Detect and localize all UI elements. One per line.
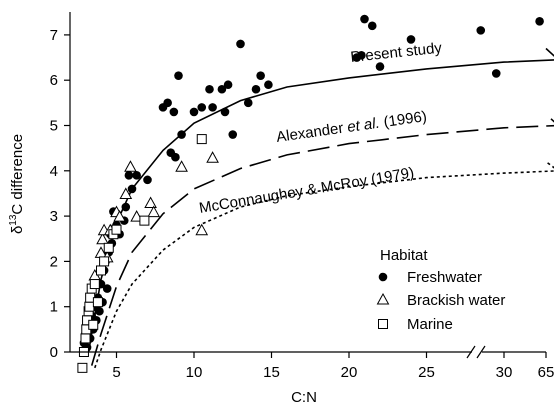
point-freshwater <box>491 69 501 78</box>
point-freshwater <box>124 171 134 180</box>
y-tick-label: 5 <box>50 118 58 135</box>
data-points <box>77 14 544 373</box>
y-tick-label: 3 <box>50 208 58 225</box>
label-present-study: Present study <box>350 39 443 66</box>
point-marine <box>139 215 150 226</box>
point-marine <box>96 265 106 276</box>
x-axis-label: C:N <box>291 389 317 406</box>
y-tick-label: 0 <box>50 344 58 361</box>
point-brackish <box>147 205 161 218</box>
point-freshwater <box>535 17 544 26</box>
point-brackish <box>206 151 219 163</box>
point-brackish <box>195 223 209 236</box>
point-freshwater <box>143 175 152 185</box>
point-marine <box>88 319 99 330</box>
model-curves <box>87 47 554 369</box>
point-freshwater <box>95 306 104 316</box>
point-freshwater <box>228 130 238 139</box>
point-freshwater <box>217 84 227 94</box>
legend-title: Habitat <box>380 247 428 264</box>
x-tick-label: 15 <box>263 364 280 381</box>
point-freshwater <box>177 130 186 139</box>
point-marine <box>84 301 95 312</box>
point-freshwater <box>163 98 172 108</box>
y-tick-label: 1 <box>50 299 58 316</box>
ticks: 0 1 2 3 4 5 6 7 5 10 15 20 25 30 65 <box>50 27 554 381</box>
axis-break-mark-2 <box>476 345 486 359</box>
y-axis-label: δ13C difference <box>8 134 26 234</box>
point-freshwater <box>220 107 230 117</box>
point-marine <box>196 134 207 145</box>
x-tick-label: 10 <box>186 364 203 381</box>
legend-label-brackish: Brackish water <box>407 292 505 309</box>
x-tick-label: 30 <box>496 364 513 381</box>
y-tick-label: 2 <box>50 253 58 270</box>
point-freshwater <box>223 80 233 90</box>
point-freshwater <box>476 26 486 35</box>
point-freshwater <box>208 103 217 112</box>
point-freshwater <box>251 84 261 94</box>
point-brackish <box>113 210 126 222</box>
point-brackish <box>175 160 188 172</box>
point-brackish <box>119 187 133 199</box>
point-freshwater <box>256 71 265 80</box>
curve-alexander-et-al-1996 <box>90 113 554 366</box>
point-freshwater <box>360 14 369 24</box>
y-tick-label: 6 <box>50 72 58 89</box>
point-freshwater <box>171 152 180 162</box>
point-marine <box>80 333 91 344</box>
point-freshwater <box>189 107 199 117</box>
point-freshwater <box>121 202 131 212</box>
legend-label-marine: Marine <box>407 316 453 333</box>
point-marine <box>92 297 103 308</box>
point-freshwater <box>367 21 377 31</box>
curve-mcconnaughey-mcroy-1979 <box>94 161 554 369</box>
point-freshwater <box>264 80 273 90</box>
y-tick-label: 7 <box>50 27 58 44</box>
point-marine <box>77 362 88 373</box>
legend-marker-brackish <box>376 292 390 305</box>
y-tick-label: 4 <box>50 163 58 180</box>
axis-break-mark-1 <box>466 345 476 359</box>
point-freshwater <box>243 98 253 108</box>
point-marine <box>111 224 122 235</box>
x-tick-label: 20 <box>341 364 358 381</box>
point-marine <box>103 242 114 253</box>
x-tick-label: 5 <box>112 364 120 381</box>
point-freshwater <box>102 284 112 293</box>
label-alexander: Alexander et al. (1996) <box>275 108 428 146</box>
point-brackish <box>96 232 109 245</box>
point-freshwater <box>132 171 141 180</box>
point-brackish <box>124 160 137 172</box>
point-marine <box>99 256 110 267</box>
legend: Habitat Freshwater Brackish water Marine <box>376 247 505 333</box>
x-tick-label: 65 <box>538 364 554 381</box>
point-freshwater <box>236 39 245 49</box>
point-brackish <box>144 196 157 209</box>
legend-marker-freshwater <box>378 272 388 282</box>
point-freshwater <box>406 35 416 44</box>
point-freshwater <box>375 62 385 71</box>
point-marine <box>89 279 100 290</box>
legend-label-freshwater: Freshwater <box>407 269 482 286</box>
legend-marker-marine <box>378 319 388 329</box>
point-freshwater <box>169 107 179 117</box>
point-freshwater <box>174 71 183 80</box>
x-tick-label: 25 <box>418 364 435 381</box>
point-freshwater <box>357 50 366 60</box>
point-freshwater <box>205 84 214 94</box>
point-freshwater <box>127 184 137 194</box>
point-freshwater <box>197 103 207 112</box>
